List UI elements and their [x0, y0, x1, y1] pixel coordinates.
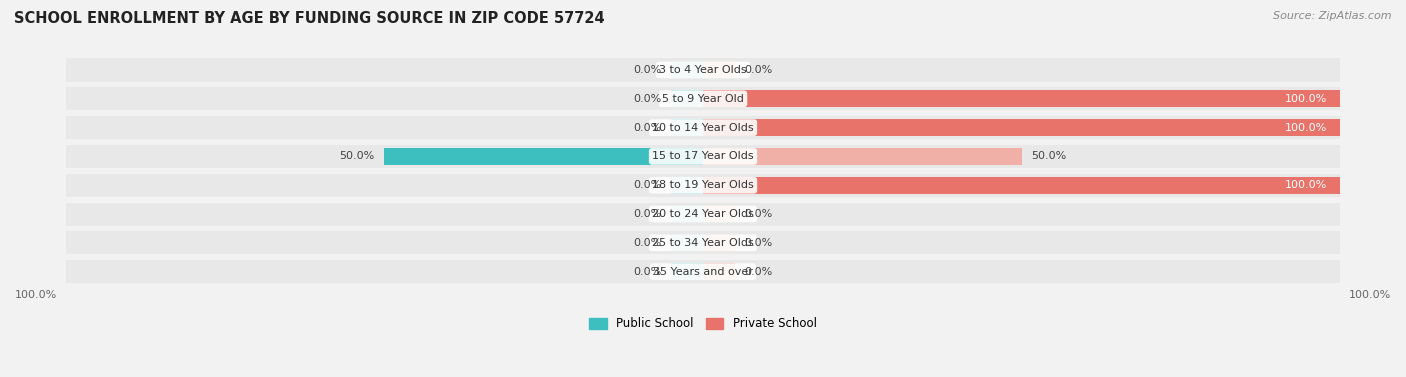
Bar [66, 145, 1340, 168]
Text: 100.0%: 100.0% [1285, 94, 1327, 104]
Bar [66, 202, 1340, 225]
Bar [671, 177, 703, 194]
Bar [703, 119, 1340, 136]
Bar [66, 87, 1340, 110]
Legend: Public School, Private School: Public School, Private School [585, 313, 821, 335]
Text: 0.0%: 0.0% [744, 209, 773, 219]
Text: 0.0%: 0.0% [633, 123, 662, 133]
Bar [66, 58, 1340, 81]
Bar [703, 177, 1340, 194]
Bar [703, 90, 1340, 107]
Bar [703, 148, 1022, 165]
Bar [671, 263, 703, 280]
Text: 35 Years and over: 35 Years and over [652, 267, 754, 277]
Bar [671, 119, 703, 136]
Text: 0.0%: 0.0% [633, 267, 662, 277]
Bar [66, 260, 1340, 283]
Text: 0.0%: 0.0% [744, 267, 773, 277]
Text: 10 to 14 Year Olds: 10 to 14 Year Olds [652, 123, 754, 133]
Text: 50.0%: 50.0% [340, 152, 375, 161]
Bar [703, 206, 735, 222]
Text: SCHOOL ENROLLMENT BY AGE BY FUNDING SOURCE IN ZIP CODE 57724: SCHOOL ENROLLMENT BY AGE BY FUNDING SOUR… [14, 11, 605, 26]
Text: 0.0%: 0.0% [633, 65, 662, 75]
Bar [671, 206, 703, 222]
Text: 18 to 19 Year Olds: 18 to 19 Year Olds [652, 180, 754, 190]
Bar [703, 263, 735, 280]
Bar [671, 234, 703, 251]
Text: 0.0%: 0.0% [633, 180, 662, 190]
Text: 0.0%: 0.0% [633, 94, 662, 104]
Bar [703, 61, 735, 78]
Text: 15 to 17 Year Olds: 15 to 17 Year Olds [652, 152, 754, 161]
Text: 0.0%: 0.0% [633, 238, 662, 248]
Text: 100.0%: 100.0% [15, 290, 58, 300]
Text: 25 to 34 Year Olds: 25 to 34 Year Olds [652, 238, 754, 248]
Text: 100.0%: 100.0% [1285, 180, 1327, 190]
Bar [66, 231, 1340, 254]
Text: 0.0%: 0.0% [633, 209, 662, 219]
Bar [671, 90, 703, 107]
Text: Source: ZipAtlas.com: Source: ZipAtlas.com [1274, 11, 1392, 21]
Text: 50.0%: 50.0% [1031, 152, 1066, 161]
Bar [66, 116, 1340, 139]
Text: 5 to 9 Year Old: 5 to 9 Year Old [662, 94, 744, 104]
Text: 100.0%: 100.0% [1348, 290, 1391, 300]
Text: 0.0%: 0.0% [744, 238, 773, 248]
Text: 100.0%: 100.0% [1285, 123, 1327, 133]
Bar [384, 148, 703, 165]
Text: 0.0%: 0.0% [744, 65, 773, 75]
Bar [703, 234, 735, 251]
Bar [671, 61, 703, 78]
Bar [66, 174, 1340, 197]
Text: 20 to 24 Year Olds: 20 to 24 Year Olds [652, 209, 754, 219]
Text: 3 to 4 Year Olds: 3 to 4 Year Olds [659, 65, 747, 75]
